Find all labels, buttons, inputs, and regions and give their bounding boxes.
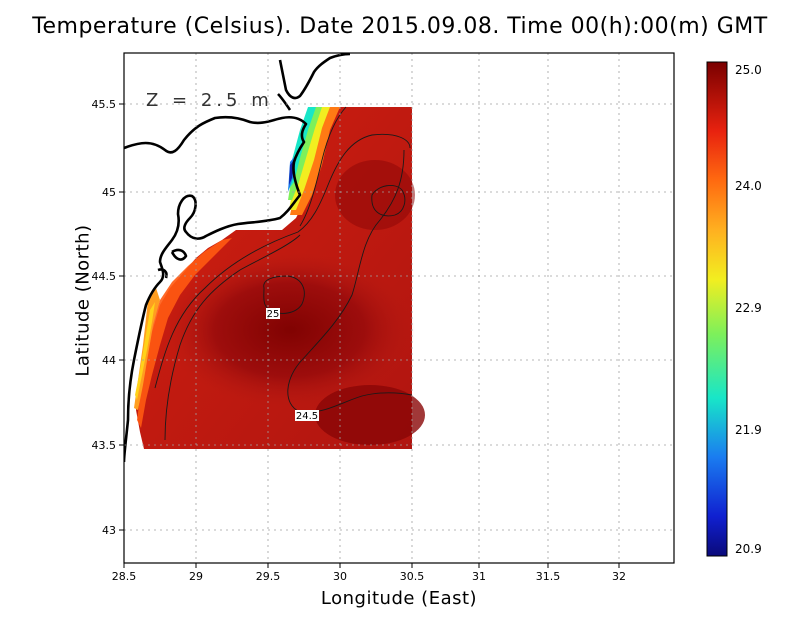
coastal-yellow-band (135, 302, 155, 400)
depth-label: Z = 2.5 m (146, 90, 273, 111)
contour-label-25: 25 (266, 308, 280, 320)
plot-frame (123, 52, 675, 564)
temperature-field: 25 24.5 (134, 106, 425, 449)
y-axis-title: Latitude (North) (72, 224, 94, 377)
cold-water-band-green (288, 107, 322, 200)
gridlines (124, 53, 674, 563)
svg-text:24.5: 24.5 (296, 411, 318, 422)
warm-core (165, 252, 415, 408)
x-axis-labels: 28.5 29 29.5 30 30.5 31 31.5 32 (112, 570, 626, 583)
map-title: Temperature (Celsius). Date 2015.09.08. … (32, 14, 768, 39)
x-tick-label: 32 (612, 570, 626, 583)
x-tick-label: 31 (472, 570, 486, 583)
x-tick-label: 31.5 (536, 570, 561, 583)
warm-patch-north (335, 160, 415, 230)
x-axis-title: Longitude (East) (320, 588, 478, 609)
x-tick-label: 28.5 (112, 570, 137, 583)
y-tick-label: 43 (102, 524, 116, 537)
colorbar-tick-label: 25.0 (735, 63, 762, 77)
y-tick-label: 44.5 (92, 270, 117, 283)
y-axis-labels: 43 43.5 44 44.5 45 45.5 (92, 98, 117, 537)
contour-lines (154, 106, 413, 441)
cold-water-band-cyan (288, 107, 316, 190)
y-tick-label: 43.5 (92, 439, 117, 452)
colorbar-tick-label: 24.0 (735, 179, 762, 193)
y-tick-label: 45.5 (92, 98, 117, 111)
coastline (124, 53, 351, 463)
y-axis-ticks (119, 103, 124, 531)
x-tick-label: 29 (189, 570, 203, 583)
colorbar-tick-label: 22.9 (735, 301, 762, 315)
colorbar-labels: 25.0 24.0 22.9 21.9 20.9 (735, 63, 762, 556)
warm-patch-south (315, 385, 425, 445)
y-tick-label: 44 (102, 354, 116, 367)
colorbar-tick-label: 21.9 (735, 423, 762, 437)
x-axis-ticks (123, 563, 620, 568)
svg-text:25: 25 (267, 309, 280, 320)
x-tick-label: 29.5 (256, 570, 281, 583)
x-tick-label: 30 (333, 570, 347, 583)
x-tick-label: 30.5 (400, 570, 425, 583)
contour-label-24.5: 24.5 (295, 410, 319, 422)
cold-water-band-yellow (289, 107, 330, 210)
colorbar-tick-label: 20.9 (735, 542, 762, 556)
y-tick-label: 45 (102, 186, 116, 199)
colorbar (706, 61, 728, 557)
